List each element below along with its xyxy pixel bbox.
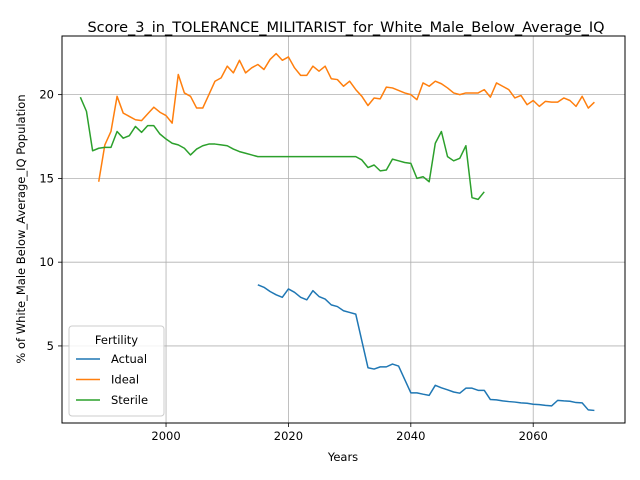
- axis-ticks: 2000 2020 2040 2060 5 10 15 20: [39, 88, 547, 443]
- plot-frame: [61, 35, 626, 424]
- x-tick-label: 2060: [519, 429, 548, 443]
- legend: Fertility Actual Ideal Sterile: [68, 325, 165, 417]
- y-tick-label: 15: [39, 171, 54, 185]
- y-tick-label: 10: [39, 255, 54, 269]
- series-line-ideal: [97, 52, 595, 182]
- series-line-actual: [257, 284, 595, 412]
- chart-title: Score_3_in_TOLERANCE_MILITARIST_for_Whit…: [87, 20, 604, 36]
- legend-label-sterile: Sterile: [111, 393, 148, 407]
- legend-label-actual: Actual: [111, 352, 147, 366]
- x-tick-label: 2000: [151, 429, 180, 443]
- legend-label-ideal: Ideal: [111, 373, 139, 387]
- legend-title: Fertility: [95, 333, 138, 347]
- series-line-sterile: [79, 96, 485, 201]
- x-tick-label: 2040: [396, 429, 425, 443]
- y-tick-label: 5: [47, 339, 54, 353]
- x-axis-label: Years: [327, 450, 358, 464]
- series-layer: [79, 52, 595, 412]
- y-axis-label: % of White_Male Below_Average_IQ Populat…: [14, 94, 28, 363]
- x-tick-label: 2020: [274, 429, 303, 443]
- y-tick-label: 20: [39, 88, 54, 102]
- legend-box: [68, 325, 165, 417]
